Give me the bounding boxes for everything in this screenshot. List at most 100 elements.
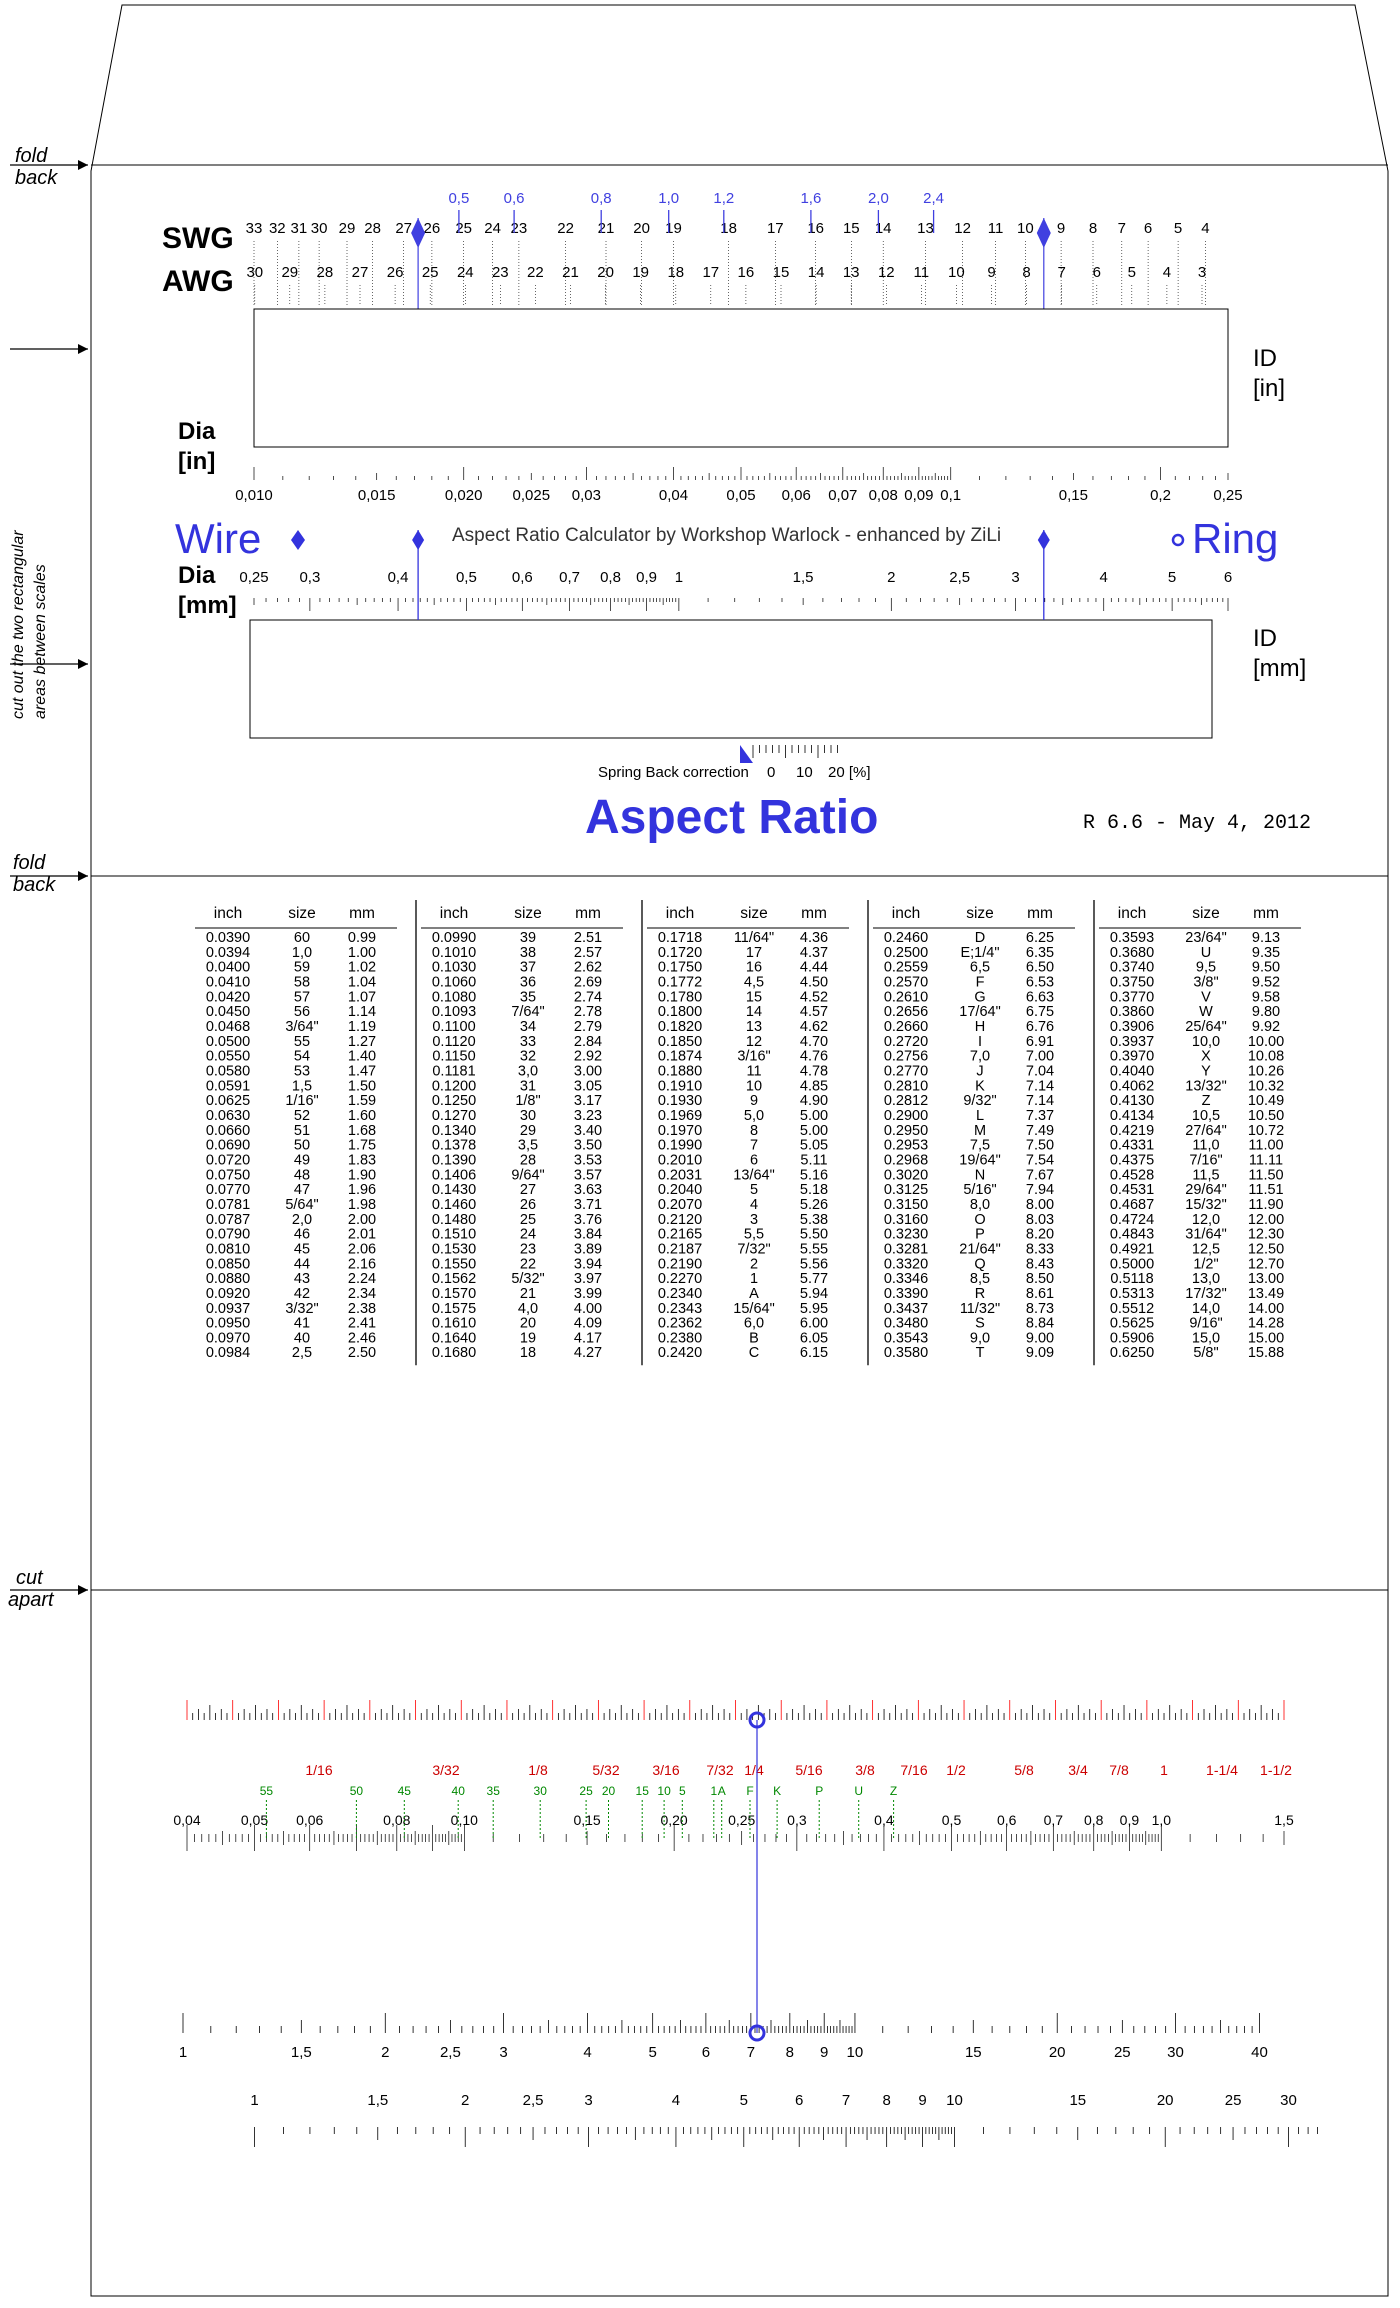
svg-text:1: 1 — [750, 1271, 758, 1287]
svg-text:0.3750: 0.3750 — [1110, 975, 1154, 991]
svg-text:0,5: 0,5 — [456, 569, 477, 586]
svg-text:10: 10 — [948, 264, 965, 281]
svg-text:1: 1 — [710, 1784, 717, 1798]
svg-text:3,0: 3,0 — [518, 1064, 538, 1080]
svg-text:12.50: 12.50 — [1248, 1241, 1284, 1257]
svg-text:0.4130: 0.4130 — [1110, 1093, 1154, 1109]
svg-text:8: 8 — [786, 2044, 794, 2061]
svg-text:29: 29 — [520, 1123, 536, 1139]
svg-text:0.2950: 0.2950 — [884, 1123, 928, 1139]
svg-text:2: 2 — [750, 1256, 758, 1272]
svg-text:2.01: 2.01 — [348, 1227, 376, 1243]
svg-text:0.3160: 0.3160 — [884, 1212, 928, 1228]
svg-text:0.2362: 0.2362 — [658, 1316, 702, 1332]
svg-text:25: 25 — [1114, 2044, 1131, 2061]
svg-text:0.4724: 0.4724 — [1110, 1212, 1154, 1228]
svg-text:2.06: 2.06 — [348, 1241, 376, 1257]
svg-text:0,09: 0,09 — [904, 487, 933, 504]
svg-text:3.71: 3.71 — [574, 1197, 602, 1213]
svg-text:9.80: 9.80 — [1252, 1004, 1280, 1020]
svg-text:0,06: 0,06 — [782, 487, 811, 504]
svg-text:9/32": 9/32" — [963, 1093, 996, 1109]
svg-text:1.75: 1.75 — [348, 1138, 376, 1154]
svg-text:1.90: 1.90 — [348, 1167, 376, 1183]
svg-text:0.1610: 0.1610 — [432, 1316, 476, 1332]
svg-text:11.50: 11.50 — [1248, 1167, 1283, 1183]
svg-text:4.50: 4.50 — [800, 975, 828, 991]
svg-text:0.5000: 0.5000 — [1110, 1256, 1154, 1272]
svg-text:0.0630: 0.0630 — [206, 1108, 250, 1124]
svg-text:5.55: 5.55 — [800, 1241, 828, 1257]
svg-text:0.1772: 0.1772 — [658, 975, 702, 991]
svg-text:0,8: 0,8 — [1084, 1812, 1104, 1828]
svg-text:4: 4 — [1100, 569, 1108, 586]
svg-text:0.1378: 0.1378 — [432, 1138, 476, 1154]
svg-text:50: 50 — [350, 1784, 364, 1798]
svg-text:24: 24 — [484, 220, 501, 237]
svg-text:15: 15 — [636, 1784, 650, 1798]
svg-text:1.00: 1.00 — [348, 945, 376, 961]
svg-text:0.2460: 0.2460 — [884, 930, 928, 946]
svg-text:0.4219: 0.4219 — [1110, 1123, 1154, 1139]
svg-text:0.99: 0.99 — [348, 930, 376, 946]
svg-text:9.92: 9.92 — [1252, 1019, 1280, 1035]
svg-text:57: 57 — [294, 989, 310, 1005]
svg-text:10: 10 — [657, 1784, 671, 1798]
svg-text:0.3020: 0.3020 — [884, 1167, 928, 1183]
svg-text:0.4921: 0.4921 — [1110, 1241, 1154, 1257]
svg-text:3.99: 3.99 — [574, 1286, 602, 1302]
svg-text:U: U — [1201, 945, 1211, 961]
svg-text:0.0950: 0.0950 — [206, 1316, 250, 1332]
svg-text:mm: mm — [575, 905, 601, 922]
svg-text:6.63: 6.63 — [1026, 989, 1054, 1005]
svg-text:0,03: 0,03 — [572, 487, 601, 504]
svg-text:0,04: 0,04 — [173, 1812, 200, 1828]
svg-text:Z: Z — [890, 1784, 897, 1798]
svg-text:0.1010: 0.1010 — [432, 945, 476, 961]
svg-text:3/4: 3/4 — [1068, 1762, 1088, 1778]
svg-text:2,0: 2,0 — [292, 1212, 312, 1228]
svg-text:6.35: 6.35 — [1026, 945, 1054, 961]
svg-text:Z: Z — [1202, 1093, 1211, 1109]
svg-text:40: 40 — [452, 1784, 466, 1798]
svg-text:0.3680: 0.3680 — [1110, 945, 1154, 961]
svg-text:36: 36 — [520, 975, 536, 991]
svg-text:0.2070: 0.2070 — [658, 1197, 702, 1213]
svg-text:0.0660: 0.0660 — [206, 1123, 250, 1139]
svg-text:0.1460: 0.1460 — [432, 1197, 476, 1213]
svg-text:3/32: 3/32 — [432, 1762, 459, 1778]
svg-text:13.00: 13.00 — [1248, 1271, 1284, 1287]
svg-text:4.76: 4.76 — [800, 1049, 828, 1065]
svg-text:10: 10 — [847, 2044, 864, 2061]
svg-text:0.1880: 0.1880 — [658, 1064, 702, 1080]
svg-text:0.0781: 0.0781 — [206, 1197, 250, 1213]
svg-text:6.53: 6.53 — [1026, 975, 1054, 991]
svg-text:7: 7 — [1058, 264, 1066, 281]
svg-text:0.0550: 0.0550 — [206, 1049, 250, 1065]
svg-text:7/16": 7/16" — [1189, 1153, 1222, 1169]
svg-text:28: 28 — [364, 220, 381, 237]
svg-text:47: 47 — [294, 1182, 310, 1198]
svg-text:0.2010: 0.2010 — [658, 1153, 702, 1169]
svg-text:10.32: 10.32 — [1248, 1078, 1284, 1094]
svg-text:0.0580: 0.0580 — [206, 1064, 250, 1080]
svg-text:9: 9 — [820, 2044, 828, 2061]
svg-text:0.0750: 0.0750 — [206, 1167, 250, 1183]
svg-text:0,1: 0,1 — [940, 487, 961, 504]
svg-text:0,020: 0,020 — [445, 487, 483, 504]
svg-text:21/64": 21/64" — [959, 1241, 1000, 1257]
svg-text:8,0: 8,0 — [970, 1197, 990, 1213]
svg-text:30: 30 — [534, 1784, 548, 1798]
svg-text:8.73: 8.73 — [1026, 1301, 1054, 1317]
svg-text:0.1562: 0.1562 — [432, 1271, 476, 1287]
svg-text:0.1150: 0.1150 — [432, 1049, 475, 1065]
svg-text:31/64": 31/64" — [1185, 1227, 1226, 1243]
svg-text:0.1969: 0.1969 — [658, 1108, 702, 1124]
svg-text:7: 7 — [747, 2044, 755, 2061]
svg-text:0,8: 0,8 — [600, 569, 621, 586]
svg-text:5.18: 5.18 — [800, 1182, 828, 1198]
svg-text:44: 44 — [294, 1256, 310, 1272]
svg-text:0.3970: 0.3970 — [1110, 1049, 1154, 1065]
svg-text:N: N — [975, 1167, 985, 1183]
svg-text:5/16: 5/16 — [795, 1762, 822, 1778]
